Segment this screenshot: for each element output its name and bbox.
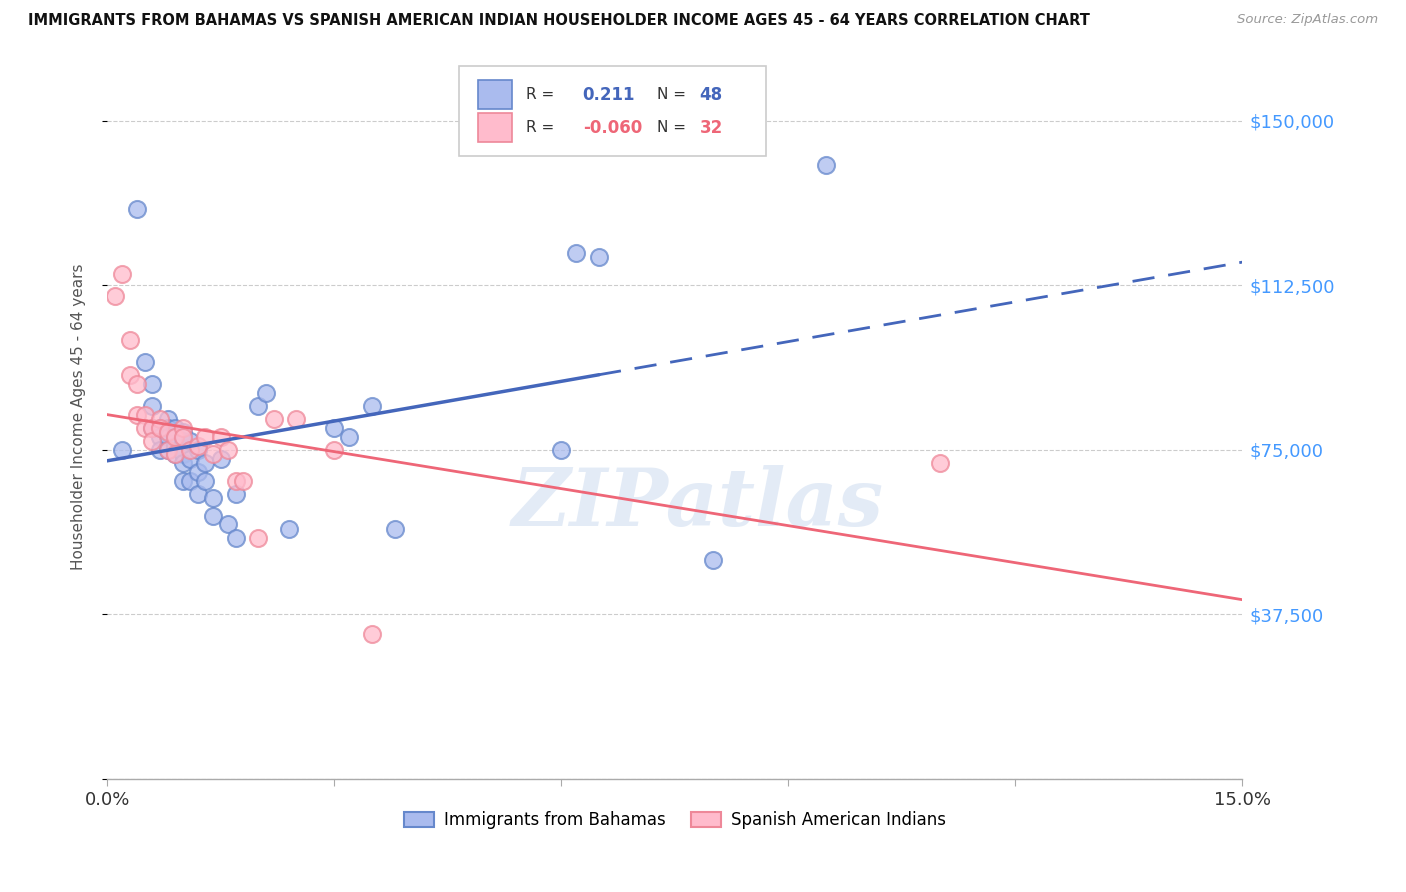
Point xyxy=(165,447,187,461)
Point xyxy=(263,412,285,426)
Point xyxy=(172,425,194,440)
Point xyxy=(179,451,201,466)
Point xyxy=(179,434,201,449)
Point xyxy=(550,442,572,457)
Point xyxy=(141,421,163,435)
Point xyxy=(588,250,610,264)
Point xyxy=(156,442,179,457)
Point xyxy=(127,377,149,392)
Point xyxy=(111,268,134,282)
Point xyxy=(134,408,156,422)
Point xyxy=(156,425,179,440)
Point xyxy=(156,442,179,457)
Point xyxy=(217,442,239,457)
FancyBboxPatch shape xyxy=(458,66,765,156)
Text: IMMIGRANTS FROM BAHAMAS VS SPANISH AMERICAN INDIAN HOUSEHOLDER INCOME AGES 45 - : IMMIGRANTS FROM BAHAMAS VS SPANISH AMERI… xyxy=(28,13,1090,29)
Point xyxy=(172,447,194,461)
Point xyxy=(179,442,201,457)
Point xyxy=(149,442,172,457)
Point xyxy=(217,517,239,532)
Point xyxy=(194,456,217,470)
Point xyxy=(202,508,225,523)
Point xyxy=(172,456,194,470)
Bar xyxy=(478,80,512,110)
Point xyxy=(232,474,254,488)
Text: N =: N = xyxy=(657,120,686,135)
Text: ZIPatlas: ZIPatlas xyxy=(512,465,883,542)
Point xyxy=(156,430,179,444)
Point xyxy=(179,474,201,488)
Point xyxy=(565,245,588,260)
Point xyxy=(149,421,172,435)
Text: Source: ZipAtlas.com: Source: ZipAtlas.com xyxy=(1237,13,1378,27)
Point xyxy=(165,438,187,452)
Text: R =: R = xyxy=(526,87,554,103)
Point xyxy=(141,377,163,392)
Text: -0.060: -0.060 xyxy=(582,119,643,136)
Point xyxy=(194,430,217,444)
Point xyxy=(337,430,360,444)
Point xyxy=(118,368,141,383)
Point xyxy=(815,158,838,172)
Point xyxy=(209,430,232,444)
Point xyxy=(702,552,724,566)
Point xyxy=(187,438,209,452)
Point xyxy=(165,430,187,444)
Text: R =: R = xyxy=(526,120,554,135)
Point xyxy=(165,447,187,461)
Point xyxy=(111,442,134,457)
Point xyxy=(141,421,163,435)
Point xyxy=(149,430,172,444)
Legend: Immigrants from Bahamas, Spanish American Indians: Immigrants from Bahamas, Spanish America… xyxy=(396,805,952,836)
Point xyxy=(277,522,299,536)
Point xyxy=(156,421,179,435)
Point xyxy=(118,333,141,347)
Point xyxy=(149,421,172,435)
Point xyxy=(172,421,194,435)
Y-axis label: Householder Income Ages 45 - 64 years: Householder Income Ages 45 - 64 years xyxy=(72,264,86,570)
Point xyxy=(156,412,179,426)
Point xyxy=(247,531,270,545)
Text: 48: 48 xyxy=(700,86,723,104)
Point xyxy=(187,465,209,479)
Point xyxy=(209,451,232,466)
Text: 0.211: 0.211 xyxy=(582,86,636,104)
Point xyxy=(127,202,149,216)
Point xyxy=(285,412,308,426)
Point xyxy=(361,627,384,641)
Point xyxy=(254,385,277,400)
Point xyxy=(141,399,163,413)
Point xyxy=(104,289,127,303)
Point xyxy=(247,399,270,413)
Point xyxy=(141,434,163,449)
Point xyxy=(187,487,209,501)
Point xyxy=(127,408,149,422)
Point xyxy=(225,474,247,488)
Point xyxy=(323,421,346,435)
Point xyxy=(134,355,156,369)
Point xyxy=(225,531,247,545)
Point xyxy=(323,442,346,457)
Point xyxy=(194,474,217,488)
Point xyxy=(928,456,950,470)
Text: N =: N = xyxy=(657,87,686,103)
Point xyxy=(202,491,225,505)
Point xyxy=(225,487,247,501)
Point xyxy=(149,412,172,426)
Point xyxy=(172,434,194,449)
Point xyxy=(165,430,187,444)
Point xyxy=(172,474,194,488)
Point xyxy=(187,442,209,457)
Point xyxy=(165,421,187,435)
Point xyxy=(361,399,384,413)
Bar xyxy=(478,113,512,142)
Point xyxy=(384,522,406,536)
Text: 32: 32 xyxy=(700,119,723,136)
Point xyxy=(172,430,194,444)
Point xyxy=(134,421,156,435)
Point xyxy=(202,447,225,461)
